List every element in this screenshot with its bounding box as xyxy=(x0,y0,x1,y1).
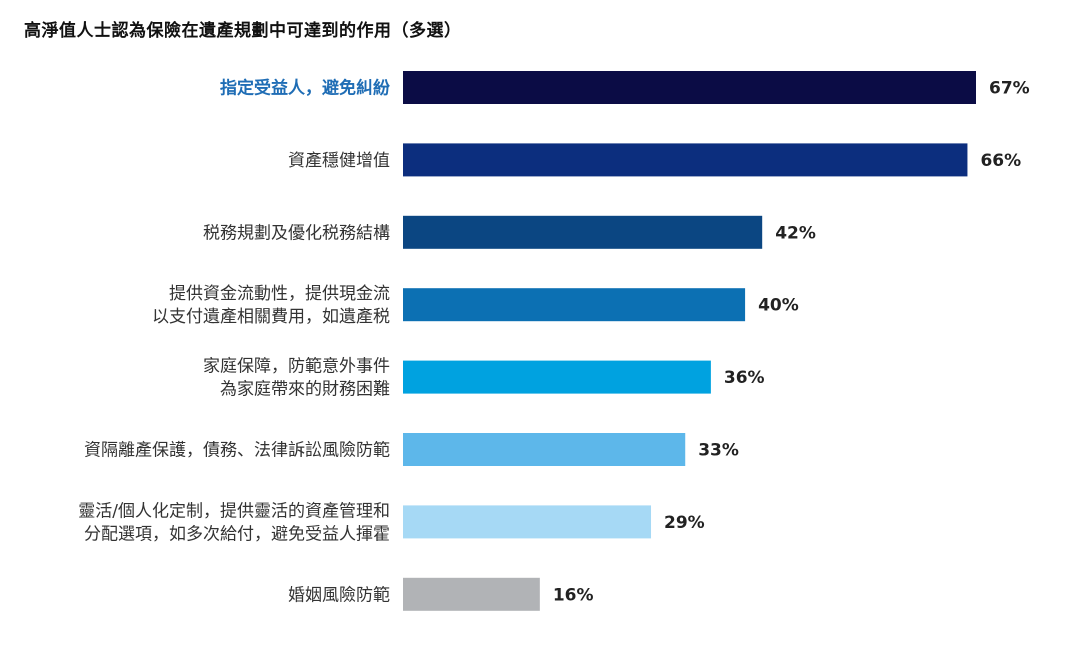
value-label-6: 29% xyxy=(664,513,705,533)
bar-4 xyxy=(403,360,711,394)
value-label-2: 42% xyxy=(775,223,816,243)
value-label-7: 16% xyxy=(553,585,594,605)
category-label-6-line-0: 靈活/個人化定制，提供靈活的資產管理和 xyxy=(78,501,390,521)
value-label-4: 36% xyxy=(724,368,765,388)
category-label-1: 資產穩健增值 xyxy=(288,151,390,171)
bar-2 xyxy=(403,215,763,249)
category-label-2: 税務規劃及優化税務結構 xyxy=(203,223,390,243)
chart-title: 高淨值人士認為保險在遺產規劃中可達到的作用（多選） xyxy=(24,21,462,41)
category-label-4-line-0: 家庭保障，防範意外事件 xyxy=(203,357,390,377)
bar-3 xyxy=(403,288,746,322)
category-label-5: 資隔離產保護，債務、法律訴訟風險防範 xyxy=(84,441,390,461)
category-label-0: 指定受益人，避免糾紛 xyxy=(220,78,390,99)
value-label-3: 40% xyxy=(758,296,799,316)
category-label-3-line-1: 以支付遺產相關費用，如遺產税 xyxy=(152,307,390,327)
category-label-3-line-0: 提供資金流動性，提供現金流 xyxy=(169,284,390,304)
bar-0 xyxy=(403,71,976,104)
bar-5 xyxy=(403,433,686,466)
category-label-4-line-1: 為家庭帶來的財務困難 xyxy=(220,380,390,400)
bar-1 xyxy=(403,143,968,177)
value-label-0: 67% xyxy=(989,79,1030,99)
category-label-7: 婚姻風險防範 xyxy=(288,585,390,605)
bar-7 xyxy=(403,577,540,611)
bar-6 xyxy=(403,505,652,539)
category-label-6-line-1: 分配選項，如多次給付，避免受益人揮霍 xyxy=(84,524,390,544)
value-label-1: 66% xyxy=(980,151,1021,171)
value-label-5: 33% xyxy=(698,441,739,461)
